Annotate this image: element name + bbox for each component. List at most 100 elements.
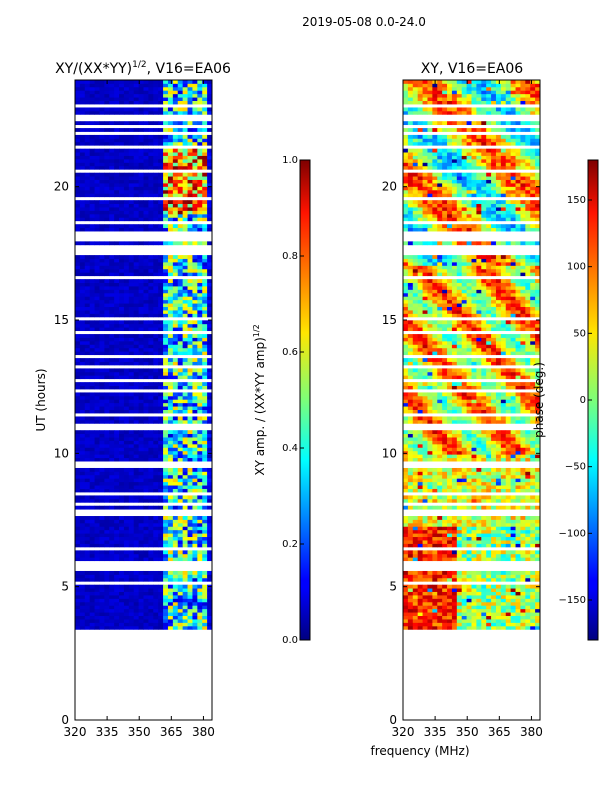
phase-cell [510, 588, 516, 592]
amp-cell [148, 286, 154, 290]
amp-cell [75, 450, 81, 455]
amp-cell [133, 375, 139, 380]
phase-cell [486, 598, 492, 603]
phase-cell [495, 588, 502, 592]
phase-cell [437, 605, 443, 610]
phase-cell [407, 570, 414, 575]
amp-cell [75, 395, 81, 400]
amp-cell [89, 358, 95, 362]
amp-cell [99, 447, 105, 452]
amp-cell [128, 255, 135, 259]
amp-cell [79, 529, 86, 534]
phase-cell [466, 598, 472, 603]
phase-cell [481, 595, 487, 599]
amp-cell [128, 347, 135, 352]
amp-cell [153, 165, 159, 170]
phase-cell [427, 550, 433, 555]
amp-cell [138, 625, 144, 630]
amp-cell [158, 282, 164, 287]
amp-cell [89, 334, 95, 338]
phase-cell [471, 440, 477, 445]
amp-cell [197, 598, 203, 603]
phase-cell [530, 474, 536, 479]
phase-cell [451, 619, 458, 623]
amp-cell [123, 598, 130, 603]
amp-cell [114, 516, 120, 520]
amp-cell [119, 97, 125, 101]
phase-cell [461, 443, 467, 448]
phase-cell [520, 519, 526, 524]
amp-cell [133, 608, 139, 613]
amp-cell [75, 213, 81, 218]
amp-cell [114, 337, 120, 342]
amp-cell [153, 595, 159, 599]
phase-cell [505, 584, 512, 589]
phase-cell [481, 612, 487, 616]
amp-cell [163, 148, 169, 153]
amp-cell [138, 467, 144, 472]
amp-cell [148, 437, 154, 441]
phase-cell [417, 522, 423, 527]
phase-cell [486, 588, 492, 592]
phase-cell [442, 478, 448, 483]
amp-cell [143, 152, 149, 156]
amp-cell [89, 207, 95, 211]
amp-cell [207, 148, 213, 153]
amp-cell [202, 110, 208, 115]
amp-cell [187, 368, 193, 373]
amp-cell [84, 543, 91, 548]
amp-cell [158, 557, 164, 562]
amp-cell [123, 323, 130, 328]
amp-cell [167, 80, 174, 84]
amp-cell [207, 543, 213, 548]
phase-cell [471, 574, 477, 579]
amp-cell [197, 433, 203, 438]
amp-cell [187, 110, 193, 115]
amp-cell [128, 447, 135, 452]
amp-cell [138, 165, 144, 170]
amp-cell [187, 605, 193, 610]
amp-cell [119, 474, 125, 479]
phase-cell [505, 478, 512, 483]
phase-cell [412, 433, 419, 438]
amp-cell [192, 93, 198, 98]
amp-cell [143, 179, 149, 184]
amp-cell [148, 371, 154, 376]
amp-cell [153, 227, 159, 232]
amp-cell [202, 107, 208, 112]
amp-cell [202, 495, 208, 500]
amp-cell [79, 419, 86, 424]
phase-cell [515, 495, 521, 500]
amp-cell [119, 310, 125, 314]
phase-cell [495, 625, 502, 630]
amp-cell [167, 543, 174, 548]
amp-cell [94, 557, 100, 562]
amp-cell [197, 392, 203, 397]
amp-cell [177, 440, 184, 445]
phase-cell [412, 612, 419, 616]
amp-cell [143, 409, 149, 414]
amp-cell [158, 516, 164, 520]
amp-cell [75, 107, 81, 112]
amp-cell [99, 437, 105, 441]
phase-cell [451, 519, 458, 524]
amp-cell [143, 282, 149, 287]
amp-cell [128, 516, 135, 520]
amp-cell [148, 454, 154, 459]
amp-cell [177, 310, 184, 314]
amp-cell [114, 224, 120, 229]
phase-cell [456, 481, 463, 486]
amp-cell [172, 299, 179, 304]
amp-cell [99, 474, 105, 479]
phase-cell [466, 519, 472, 524]
amp-cell [177, 570, 184, 575]
amp-ylabel: UT (hours) [34, 368, 48, 431]
phase-cell [476, 625, 482, 630]
amp-cell [177, 409, 184, 414]
amp-cell [158, 296, 164, 301]
amp-cell [109, 261, 115, 266]
amp-cell [187, 440, 193, 445]
amp-cell [143, 471, 149, 476]
amp-cell [163, 430, 169, 435]
amp-cell [114, 557, 120, 562]
